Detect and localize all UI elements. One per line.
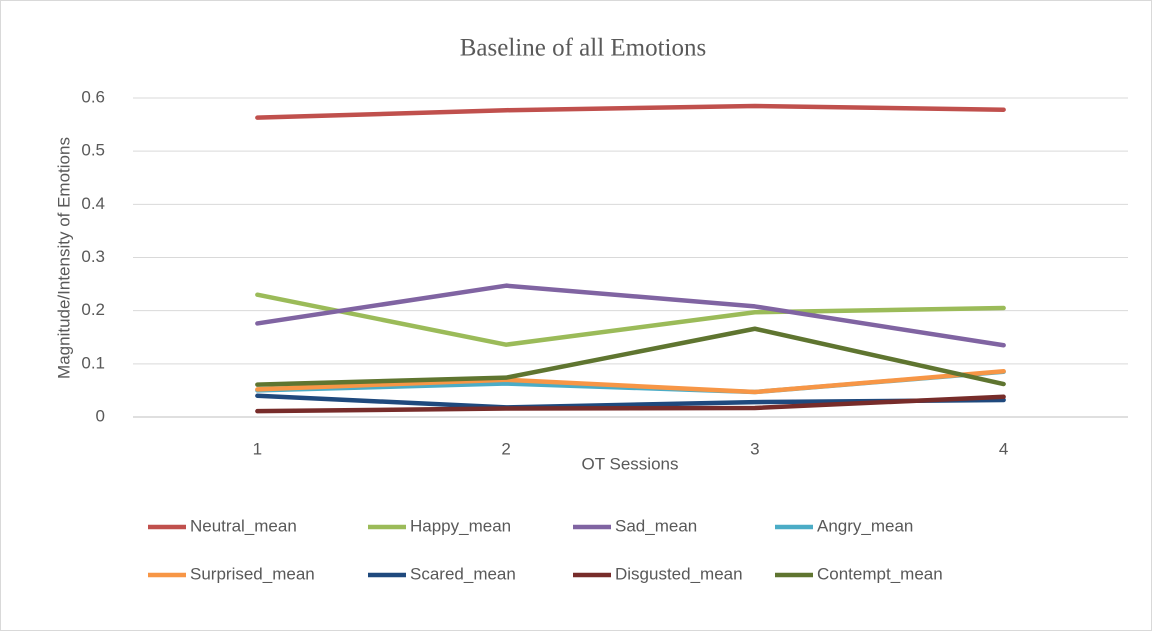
y-tick-label: 0.6 bbox=[81, 87, 105, 106]
series-line bbox=[255, 369, 1006, 395]
y-tick-label: 0.4 bbox=[81, 194, 105, 213]
series-line bbox=[255, 283, 1006, 348]
y-tick-label: 0.2 bbox=[81, 300, 105, 319]
x-tick-label: 4 bbox=[999, 439, 1008, 458]
series-line bbox=[255, 326, 1006, 387]
legend-label: Contempt_mean bbox=[817, 564, 943, 583]
y-tick-label: 0.3 bbox=[81, 247, 105, 266]
x-tick-label: 2 bbox=[501, 439, 510, 458]
legend-label: Angry_mean bbox=[817, 516, 913, 535]
series-line bbox=[255, 103, 1006, 120]
y-axis-label: Magnitude/Intensity of Emotions bbox=[54, 137, 73, 379]
y-tick-label: 0.1 bbox=[81, 353, 105, 372]
series-line bbox=[255, 292, 1006, 347]
legend-label: Surprised_mean bbox=[190, 564, 315, 583]
y-tick-label: 0 bbox=[96, 406, 105, 425]
legend-label: Happy_mean bbox=[410, 516, 511, 535]
legend-label: Scared_mean bbox=[410, 564, 516, 583]
x-tick-label: 1 bbox=[253, 439, 262, 458]
chart-title: Baseline of all Emotions bbox=[460, 35, 706, 62]
y-tick-label: 0.5 bbox=[81, 141, 105, 160]
legend-label: Neutral_mean bbox=[190, 516, 297, 535]
series-line bbox=[255, 394, 1006, 414]
x-axis-label: OT Sessions bbox=[581, 454, 678, 473]
legend-label: Sad_mean bbox=[615, 516, 697, 535]
legend-label: Disgusted_mean bbox=[615, 564, 743, 583]
x-tick-label: 3 bbox=[750, 439, 759, 458]
